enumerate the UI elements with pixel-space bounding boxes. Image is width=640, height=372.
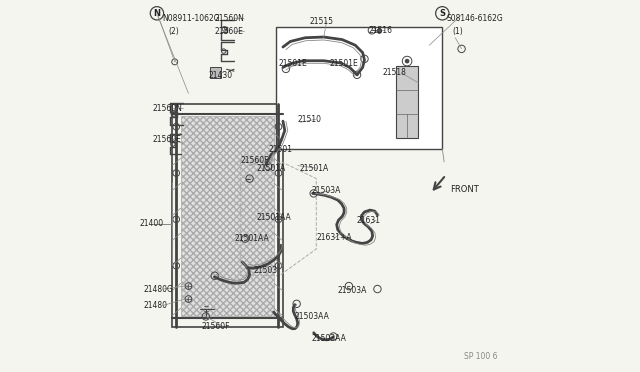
Bar [181,116,274,316]
Circle shape [377,29,381,33]
Bar [172,105,283,327]
Text: (1): (1) [452,27,463,36]
Text: 21560E: 21560E [152,135,181,144]
Text: 21560F: 21560F [202,321,230,331]
Text: 21501E: 21501E [278,59,307,68]
Text: 21518: 21518 [382,68,406,77]
Bar [211,67,221,78]
Text: 21501AA: 21501AA [234,234,269,243]
Text: 21430: 21430 [209,71,233,80]
Text: 21560E: 21560E [214,27,243,36]
Circle shape [405,59,409,63]
Text: 21501A: 21501A [257,164,286,173]
Text: 21400: 21400 [140,219,164,228]
Text: 21560N: 21560N [152,104,182,113]
Text: 21631+A: 21631+A [316,233,352,243]
Text: S: S [439,9,445,18]
Text: 21480: 21480 [144,301,168,310]
Text: 21503: 21503 [253,266,277,275]
Text: (2): (2) [168,27,179,36]
Text: 21503AA: 21503AA [294,312,329,321]
Text: 21501E: 21501E [329,59,358,68]
Text: 21503A: 21503A [312,186,341,195]
Text: 21515: 21515 [310,17,333,26]
Text: 21480G: 21480G [144,285,174,294]
Text: S08146-6162G: S08146-6162G [446,14,503,23]
Bar [396,65,418,138]
Text: 21501: 21501 [269,145,293,154]
Text: 21501A: 21501A [300,164,329,173]
Text: 21631: 21631 [356,216,380,225]
Bar [276,27,442,149]
Text: 21560N: 21560N [214,14,244,23]
Text: 21501AA: 21501AA [257,213,292,222]
Text: SP 100 6: SP 100 6 [463,352,497,361]
Text: 21503AA: 21503AA [312,334,347,343]
Text: FRONT: FRONT [451,185,479,194]
Text: 21510: 21510 [298,115,322,124]
Text: 21503A: 21503A [338,286,367,295]
Text: N08911-1062G: N08911-1062G [163,14,220,23]
Text: 21560F: 21560F [240,156,269,165]
Text: N: N [154,9,161,18]
Text: 21516: 21516 [368,26,392,35]
